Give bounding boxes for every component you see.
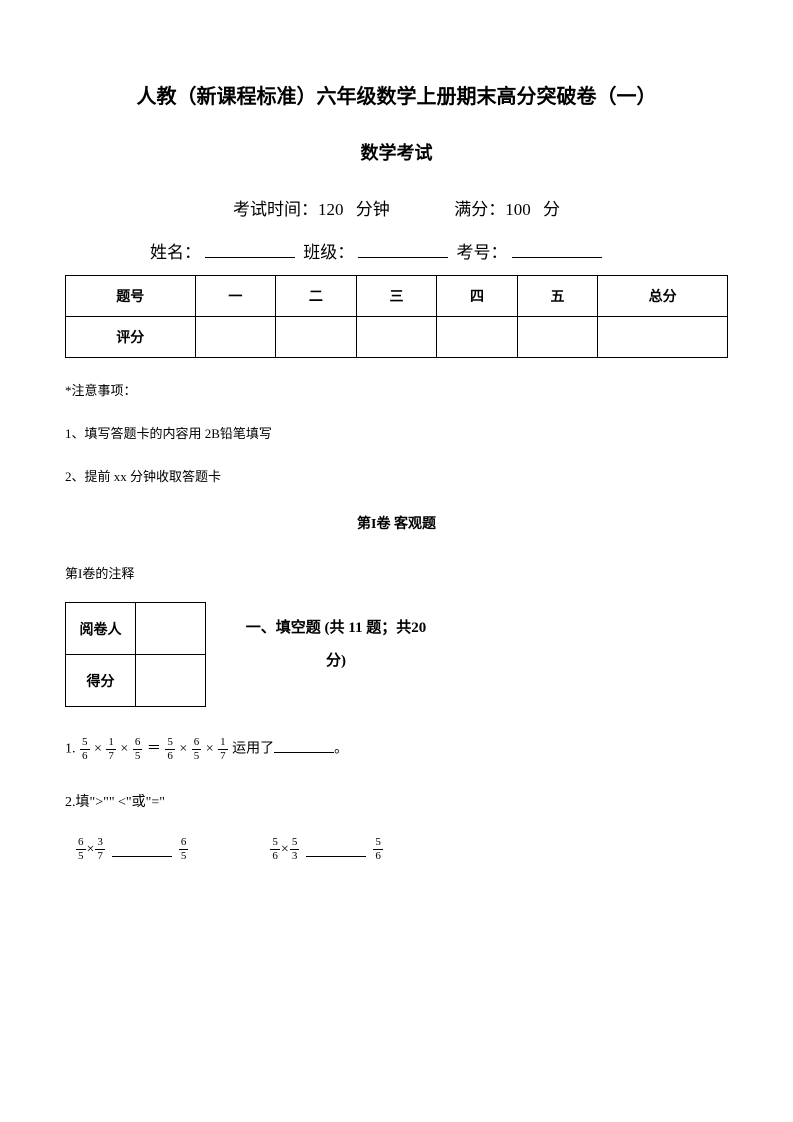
q2c2-frac3: 56 (373, 837, 383, 862)
grader-table: 阅卷人 得分 (65, 602, 206, 707)
student-info: 姓名： 班级： 考号： (65, 238, 728, 263)
id-blank[interactable] (512, 239, 602, 258)
q1-eq: ＝ (147, 742, 161, 757)
q2c2-op: × (281, 839, 289, 860)
header-5: 五 (517, 276, 598, 317)
question-1: 1. 56 × 17 × 65 ＝ 56 × 65 × 17 运用了 。 (65, 737, 728, 762)
q2c2-blank[interactable] (306, 843, 366, 857)
q1-prefix: 1. (65, 742, 76, 757)
section1-note: 第I卷的注释 (65, 563, 728, 582)
score-cell-total[interactable] (598, 317, 728, 358)
q1-op1: × (94, 742, 102, 757)
score-table: 题号 一 二 三 四 五 总分 评分 (65, 275, 728, 358)
section1-title: 第I卷 客观题 (65, 513, 728, 533)
q1-suffix: 运用了 (232, 742, 274, 757)
time-value: 120 分钟 (318, 200, 390, 219)
score-label2: 得分 (66, 655, 136, 707)
header-1: 一 (195, 276, 276, 317)
q2c2-frac2: 53 (290, 837, 300, 862)
q1-op3: × (179, 742, 187, 757)
header-label: 题号 (66, 276, 196, 317)
class-label: 班级： (303, 243, 354, 262)
score-cell-1[interactable] (195, 317, 276, 358)
score-cell-4[interactable] (437, 317, 518, 358)
fill-blank-heading: 一、填空题 (共 11 题；共20 分) (236, 602, 436, 678)
header-total: 总分 (598, 276, 728, 317)
name-blank[interactable] (205, 239, 295, 258)
score-label: 满分： (454, 200, 505, 219)
grader-blank[interactable] (136, 603, 206, 655)
q1-op2: × (120, 742, 128, 757)
score-row-label: 评分 (66, 317, 196, 358)
q2-prefix: 2.填">"" <"或"=" (65, 792, 728, 813)
score-cell-3[interactable] (356, 317, 437, 358)
score-value: 100 分 (505, 200, 560, 219)
score-blank[interactable] (136, 655, 206, 707)
q1-frac6: 17 (218, 737, 228, 762)
notice-label: *注意事项： (65, 380, 728, 399)
class-blank[interactable] (358, 239, 448, 258)
q2c1-frac3: 65 (179, 837, 189, 862)
q1-end: 。 (334, 742, 348, 757)
id-label: 考号： (457, 243, 508, 262)
q2c1-frac2: 37 (95, 837, 105, 862)
header-3: 三 (356, 276, 437, 317)
score-cell-5[interactable] (517, 317, 598, 358)
exam-info: 考试时间：120 分钟 满分：100 分 (65, 195, 728, 220)
q2-compare-1: 65 × 37 65 (75, 837, 189, 862)
header-4: 四 (437, 276, 518, 317)
notice-item-1: 1、填写答题卡的内容用 2B铅笔填写 (65, 423, 728, 442)
header-2: 二 (276, 276, 357, 317)
q1-frac3: 65 (133, 737, 143, 762)
grader-label: 阅卷人 (66, 603, 136, 655)
q1-frac4: 56 (165, 737, 175, 762)
q1-frac5: 65 (192, 737, 202, 762)
grader-section: 阅卷人 得分 一、填空题 (共 11 题；共20 分) (65, 602, 728, 707)
main-title: 人教（新课程标准）六年级数学上册期末高分突破卷（一） (65, 80, 728, 109)
q2c1-op: × (87, 839, 95, 860)
q2-compare-2: 56 × 53 56 (269, 837, 383, 862)
question-2: 2.填">"" <"或"=" 65 × 37 65 56 × 53 56 (65, 792, 728, 862)
q1-blank[interactable] (274, 739, 334, 753)
q1-op4: × (206, 742, 214, 757)
sub-title: 数学考试 (65, 139, 728, 165)
time-label: 考试时间： (233, 200, 318, 219)
q1-frac2: 17 (106, 737, 116, 762)
notice-item-2: 2、提前 xx 分钟收取答题卡 (65, 466, 728, 485)
q2c2-frac1: 56 (270, 837, 280, 862)
q2c1-blank[interactable] (112, 843, 172, 857)
q2-compare-row: 65 × 37 65 56 × 53 56 (65, 837, 728, 862)
score-cell-2[interactable] (276, 317, 357, 358)
q2c1-frac1: 65 (76, 837, 86, 862)
q1-frac1: 56 (80, 737, 90, 762)
name-label: 姓名： (150, 243, 201, 262)
